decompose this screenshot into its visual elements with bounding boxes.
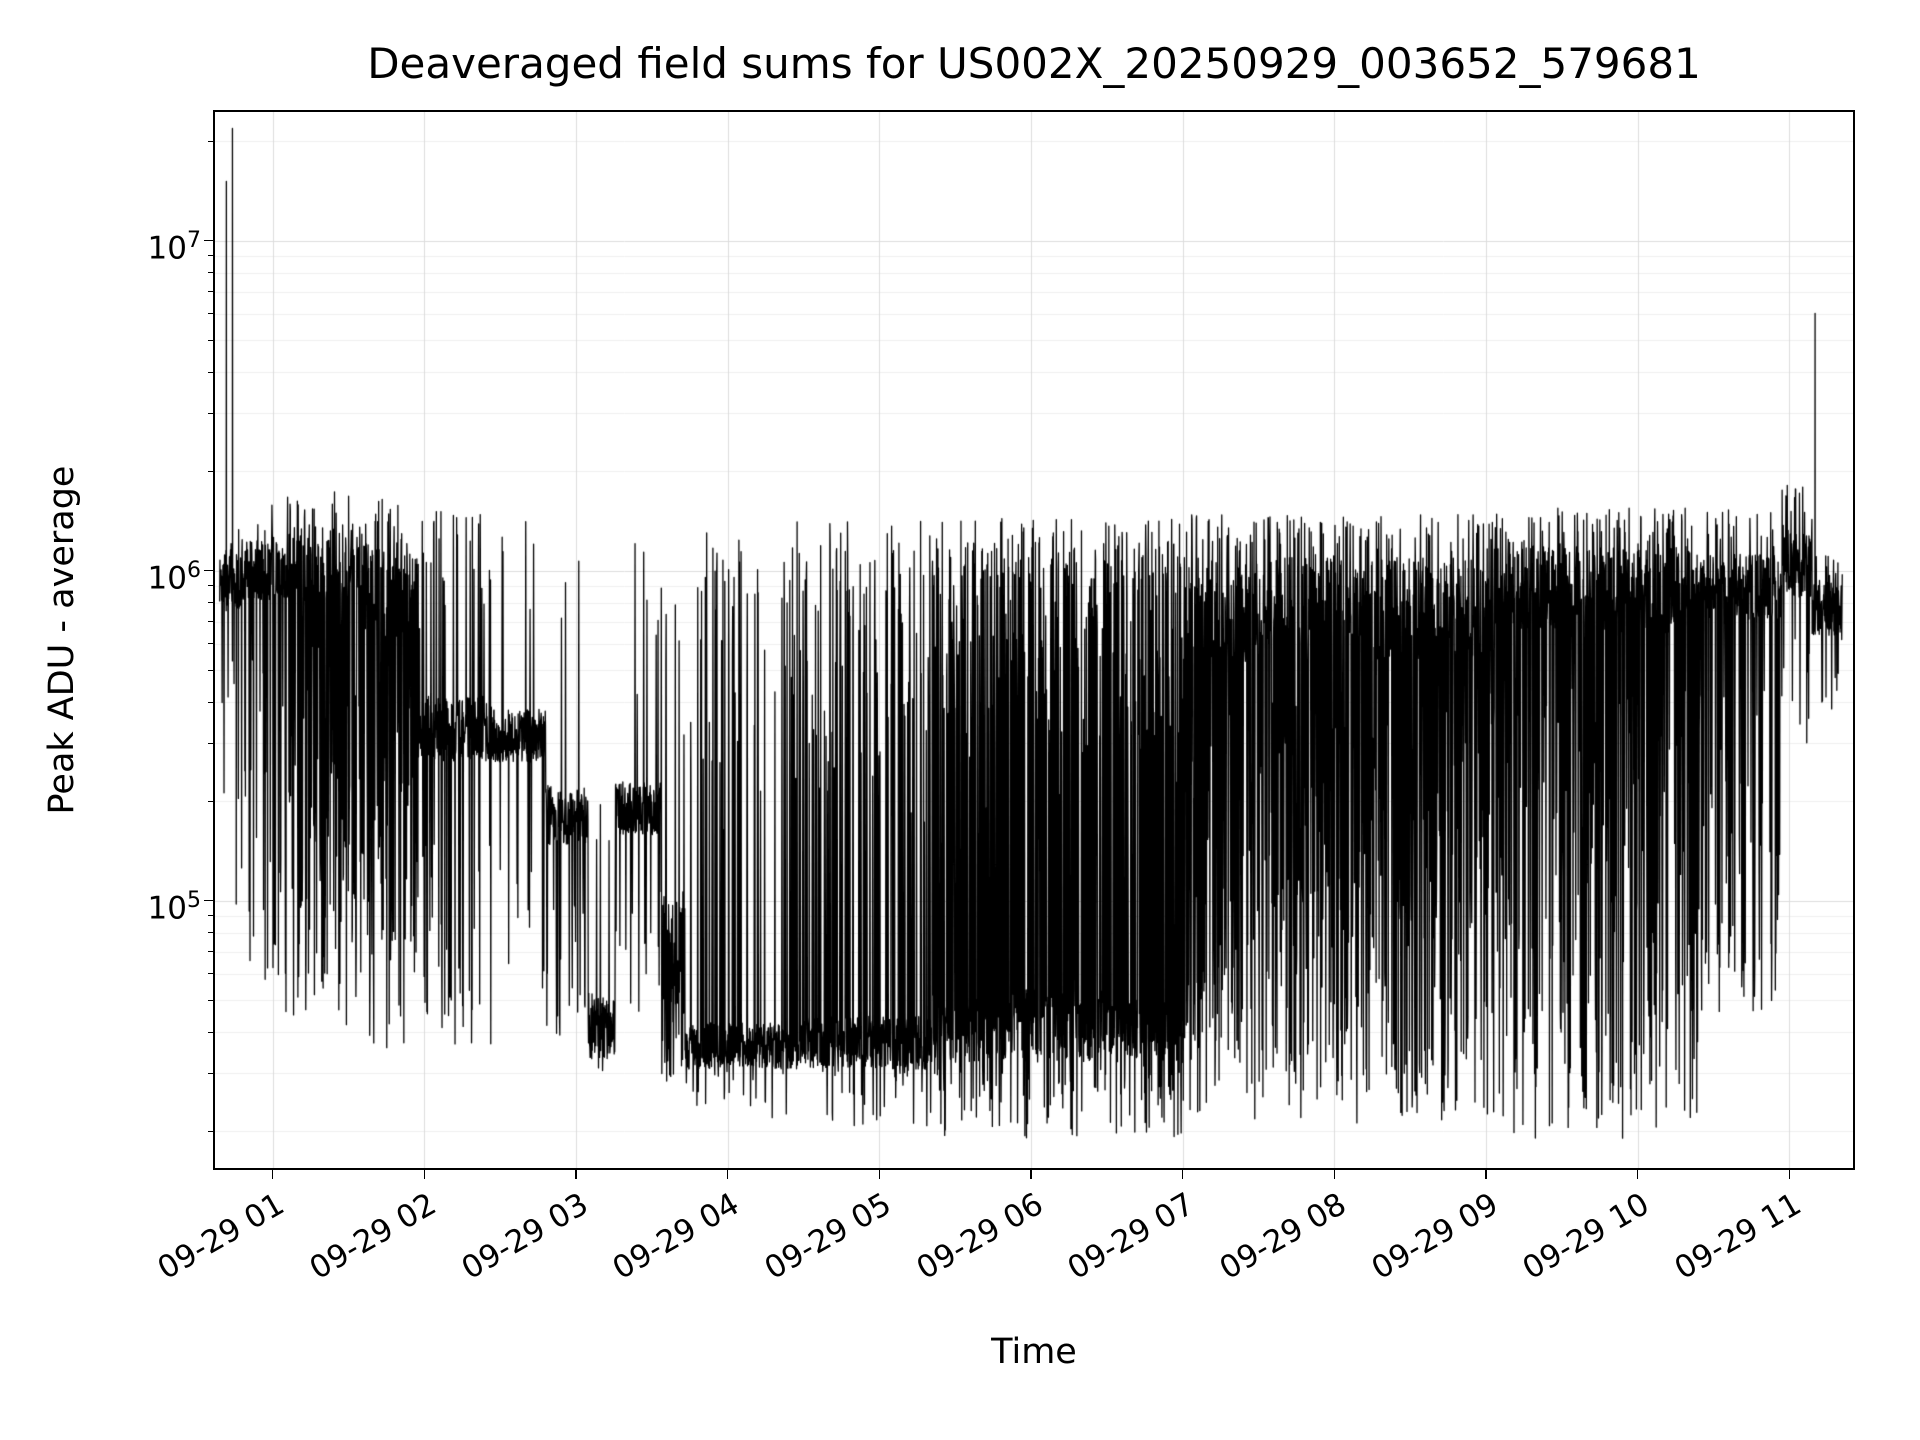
tick-mark — [208, 602, 213, 604]
y-tick-label: 105 — [147, 887, 201, 927]
tick-mark — [1030, 1170, 1032, 1179]
chart-title: Deaveraged field sums for US002X_2025092… — [367, 39, 1701, 88]
x-tick-label: 09-29 02 — [303, 1186, 443, 1287]
plot-area — [213, 110, 1855, 1170]
tick-mark — [208, 800, 213, 802]
x-tick-label: 09-29 05 — [758, 1186, 898, 1287]
tick-mark — [271, 1170, 274, 1179]
tick-mark — [208, 973, 213, 975]
tick-mark — [208, 313, 213, 315]
tick-mark — [208, 742, 213, 744]
tick-mark — [208, 291, 213, 293]
x-axis-label: Time — [991, 1332, 1077, 1372]
tick-mark — [208, 669, 213, 671]
tick-mark — [1788, 1170, 1791, 1179]
y-tick-label: 106 — [147, 557, 201, 597]
tick-mark — [208, 1031, 213, 1033]
tick-mark — [878, 1170, 881, 1179]
y-axis-label: Peak ADU - average — [42, 465, 82, 815]
tick-mark — [204, 239, 213, 242]
x-tick-label: 09-29 04 — [606, 1186, 746, 1287]
x-tick-label: 09-29 06 — [910, 1186, 1049, 1287]
tick-mark — [575, 1170, 577, 1179]
tick-mark — [1636, 1170, 1639, 1179]
tick-mark — [208, 255, 213, 257]
x-tick-label: 09-29 09 — [1365, 1186, 1504, 1287]
tick-mark — [208, 470, 213, 472]
tick-mark — [208, 643, 213, 645]
tick-mark — [423, 1170, 426, 1179]
tick-mark — [208, 932, 213, 934]
x-tick-label: 09-29 11 — [1668, 1186, 1808, 1287]
tick-mark — [1181, 1170, 1184, 1179]
tick-mark — [208, 621, 213, 623]
tick-mark — [208, 915, 213, 917]
x-tick-label: 09-29 10 — [1516, 1186, 1656, 1287]
x-tick-label: 09-29 08 — [1213, 1186, 1353, 1287]
tick-mark — [208, 701, 213, 703]
x-tick-label: 09-29 01 — [151, 1186, 291, 1287]
tick-mark — [204, 569, 213, 572]
tick-mark — [208, 999, 213, 1001]
tick-mark — [208, 339, 213, 341]
tick-mark — [726, 1170, 729, 1179]
tick-mark — [1333, 1170, 1336, 1179]
x-tick-label: 09-29 03 — [455, 1186, 594, 1287]
tick-mark — [208, 951, 213, 953]
tick-mark — [204, 899, 213, 902]
tick-mark — [208, 412, 213, 414]
tick-mark — [208, 1072, 213, 1074]
tick-mark — [208, 140, 213, 142]
tick-mark — [1485, 1170, 1487, 1179]
tick-mark — [208, 1130, 213, 1132]
y-tick-label: 107 — [147, 227, 201, 267]
tick-mark — [208, 272, 213, 274]
x-tick-label: 09-29 07 — [1061, 1186, 1201, 1287]
tick-mark — [208, 371, 213, 373]
data-line-canvas — [215, 112, 1853, 1168]
tick-mark — [208, 585, 213, 587]
